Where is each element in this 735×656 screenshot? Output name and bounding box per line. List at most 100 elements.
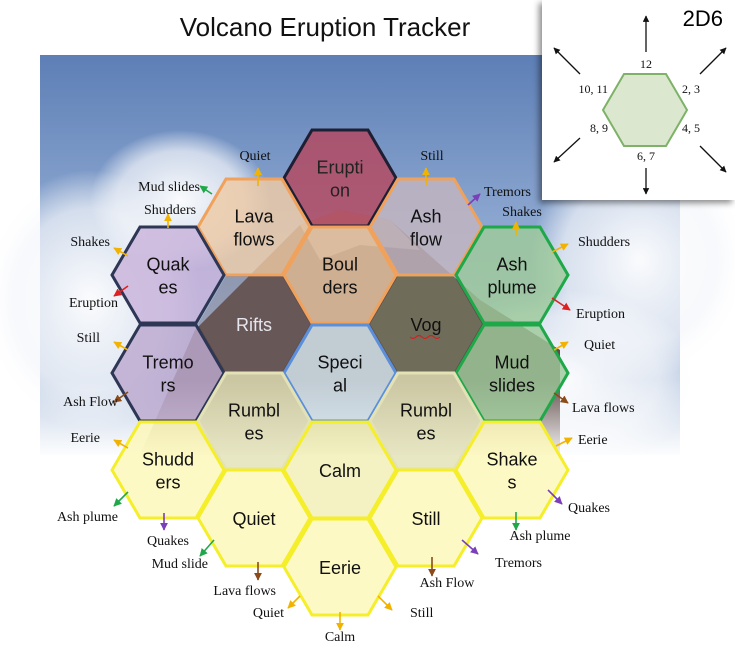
arrow-shakes-to-quakes bbox=[547, 489, 563, 505]
hex-eruption: Erupti on bbox=[282, 128, 398, 228]
legend-label-upper-right: 2, 3 bbox=[682, 82, 700, 96]
hex-label: Shake bbox=[486, 450, 537, 470]
legend-arrow-upper-right bbox=[699, 47, 727, 75]
label-quakes-to-shakes: Shakes bbox=[70, 235, 110, 250]
label-eerie-to-still: Still bbox=[410, 606, 433, 621]
hex-label: al bbox=[333, 376, 347, 396]
label-shudders-to-eerie: Eerie bbox=[70, 431, 100, 446]
hex-shudders: Shudd ers bbox=[110, 420, 226, 520]
arrow-shudders-to-ash-plume bbox=[113, 491, 129, 507]
arrow-mudslides-to-lava-flows bbox=[553, 392, 569, 404]
hex-shape bbox=[454, 420, 570, 520]
arrow-ashplume-to-shudders bbox=[551, 243, 569, 253]
arrow-shakes-to-eerie bbox=[555, 437, 573, 447]
hex-label: Calm bbox=[319, 461, 361, 481]
hex-shape bbox=[282, 517, 398, 617]
arrow-tremors-to-ash-flow bbox=[113, 391, 129, 403]
label-quiet-to-lava-flows: Lava flows bbox=[213, 584, 276, 599]
transition-arrows bbox=[113, 167, 573, 631]
hex-label: plume bbox=[487, 278, 536, 298]
hex-label: Still bbox=[411, 509, 440, 529]
arrow-quakes-to-eruption bbox=[113, 285, 129, 297]
label-ashplume-to-eruption: Eruption bbox=[576, 307, 625, 322]
dice-legend: 2D6 12 2, 3 4, 5 6, 7 8, 9 10, 11 bbox=[542, 0, 735, 200]
legend-title: 2D6 bbox=[682, 6, 723, 31]
hex-label: Quak bbox=[146, 255, 190, 275]
label-ashflow-to-shakes: Shakes bbox=[502, 205, 542, 220]
hex-label: es bbox=[416, 424, 435, 444]
hex-boulders: Boul ders bbox=[282, 225, 398, 325]
legend-label-top: 12 bbox=[640, 57, 652, 71]
hex-label: Rifts bbox=[236, 315, 272, 335]
spellcheck-underline bbox=[409, 334, 441, 340]
legend-hex bbox=[601, 73, 689, 147]
legend-arrow-lower-right bbox=[699, 145, 727, 173]
label-shudders-to-ash-plume: Ash plume bbox=[57, 510, 118, 525]
label-shudders-to-quakes: Quakes bbox=[147, 534, 189, 549]
hex-label: ders bbox=[322, 278, 357, 298]
hex-shape bbox=[196, 177, 312, 277]
label-tremors-to-still: Still bbox=[77, 331, 100, 346]
hex-label: ers bbox=[155, 473, 180, 493]
hex-shape bbox=[368, 468, 484, 568]
hex-rifts: Rifts bbox=[198, 276, 310, 372]
arrow-still-to-tremors bbox=[461, 539, 479, 555]
hex-ash-flow: Ash flow bbox=[368, 177, 484, 277]
hex-label: Mud bbox=[494, 353, 529, 373]
hex-label: flow bbox=[410, 230, 443, 250]
hex-shape bbox=[196, 468, 312, 568]
arrow-tremors-to-still bbox=[113, 341, 129, 351]
hex-label: Eerie bbox=[319, 558, 361, 578]
arrow-eerie-to-still bbox=[377, 595, 393, 611]
hex-label: Boul bbox=[322, 255, 358, 275]
arrow-quiet-to-mud-slide bbox=[199, 539, 215, 557]
hex-label: Tremo bbox=[142, 353, 193, 373]
legend-label-lower-left: 8, 9 bbox=[590, 121, 608, 135]
label-still-to-ash-flow: Ash Flow bbox=[420, 576, 476, 591]
hex-label: Lava bbox=[234, 207, 274, 227]
label-tremors-to-ash-flow: Ash Flow bbox=[63, 395, 119, 410]
hex-label: Ash bbox=[410, 207, 441, 227]
arrow-shudders-to-eerie bbox=[113, 439, 129, 449]
hex-label: Shudd bbox=[142, 450, 194, 470]
label-eerie-to-quiet: Quiet bbox=[253, 606, 284, 621]
arrow-quakes-to-shakes bbox=[113, 247, 129, 257]
label-eruption-to-quiet: Quiet bbox=[239, 149, 270, 164]
hex-label: Rumbl bbox=[228, 401, 280, 421]
hex-shape bbox=[282, 225, 398, 325]
hex-label: flows bbox=[233, 230, 274, 250]
label-shakes-to-eerie: Eerie bbox=[578, 433, 608, 448]
hex-rumbles-left: Rumbl es bbox=[196, 371, 312, 471]
hex-grid: EruptionLavaflowsAshflowQuakesBouldersAs… bbox=[110, 128, 570, 617]
hex-lava-flows: Lava flows bbox=[196, 177, 312, 277]
legend-diagram: 12 2, 3 4, 5 6, 7 8, 9 10, 11 bbox=[553, 15, 727, 195]
hex-label: Rumbl bbox=[400, 401, 452, 421]
hex-label: s bbox=[508, 473, 517, 493]
label-mudslides-to-lava-flows: Lava flows bbox=[572, 401, 635, 416]
label-lava-to-mud-slides: Mud slides bbox=[138, 180, 200, 195]
hex-ash-plume: Ash plume bbox=[454, 225, 570, 325]
hex-vog: Vog bbox=[370, 276, 482, 372]
label-eruption-to-still: Still bbox=[420, 149, 443, 164]
hex-shape bbox=[110, 225, 226, 325]
hex-special: Speci al bbox=[282, 323, 398, 423]
hex-quiet: Quiet bbox=[196, 468, 312, 568]
hex-eerie: Eerie bbox=[282, 517, 398, 617]
label-still-to-tremors: Tremors bbox=[495, 556, 542, 571]
hex-label: es bbox=[158, 278, 177, 298]
hex-shakes: Shake s bbox=[454, 420, 570, 520]
label-shakes-to-quakes: Quakes bbox=[568, 501, 610, 516]
hex-shape bbox=[370, 276, 482, 372]
hex-shape bbox=[454, 225, 570, 325]
label-ashplume-to-shudders: Shudders bbox=[578, 235, 630, 250]
arrow-ashplume-to-eruption bbox=[551, 297, 571, 311]
hex-label: rs bbox=[161, 376, 176, 396]
arrow-mudslides-to-quiet bbox=[553, 341, 569, 351]
label-ashflow-to-tremors: Tremors bbox=[484, 185, 531, 200]
label-mudslides-to-quiet: Quiet bbox=[584, 338, 615, 353]
label-eerie-to-calm: Calm bbox=[325, 630, 355, 645]
hex-rumbles-right: Rumbl es bbox=[368, 371, 484, 471]
hex-mud-slides: Mud slides bbox=[454, 323, 570, 423]
label-shakes-to-ash-plume: Ash plume bbox=[509, 529, 570, 544]
